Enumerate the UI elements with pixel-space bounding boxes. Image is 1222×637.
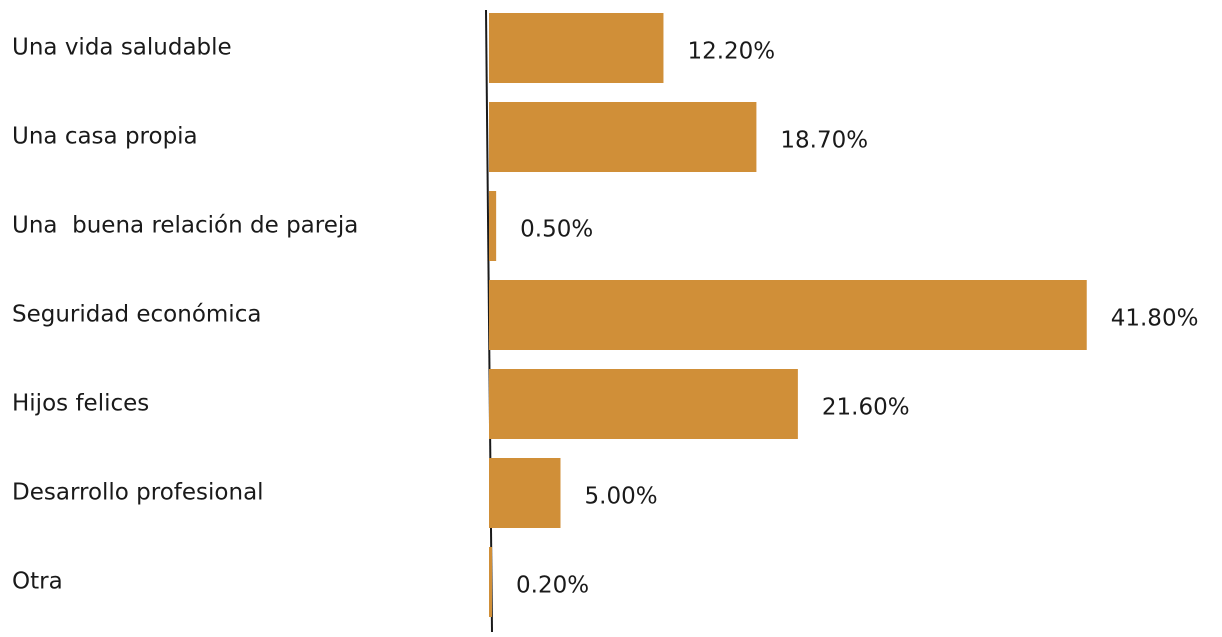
bar [489, 102, 757, 172]
category-label: Una casa propia [12, 124, 198, 150]
category-label: Otra [12, 569, 63, 595]
value-label: 5.00% [585, 484, 658, 510]
value-label: 41.80% [1111, 306, 1199, 332]
bar [489, 13, 664, 83]
value-label: 21.60% [822, 395, 910, 421]
category-label: Una buena relación de pareja [12, 213, 358, 239]
bar [489, 280, 1087, 350]
value-label: 0.50% [520, 217, 593, 243]
bar [489, 458, 561, 528]
category-label: Seguridad económica [12, 302, 261, 328]
value-label: 18.70% [780, 128, 868, 154]
category-label: Desarrollo profesional [12, 480, 264, 506]
category-label: Una vida saludable [12, 35, 232, 61]
bar [489, 191, 497, 261]
category-label: Hijos felices [12, 391, 149, 417]
value-label: 12.20% [687, 39, 775, 65]
bar [489, 547, 492, 617]
bar [489, 369, 798, 439]
value-label: 0.20% [516, 573, 589, 599]
